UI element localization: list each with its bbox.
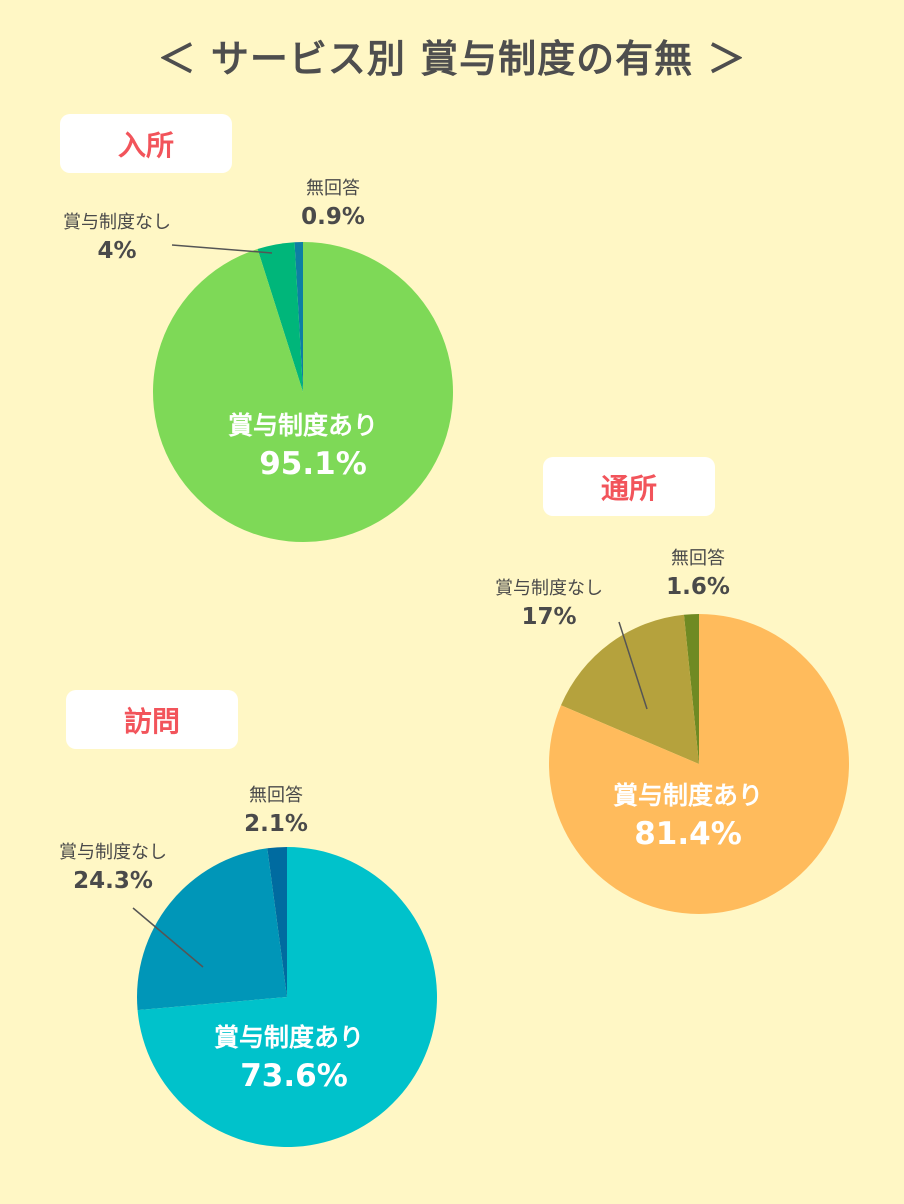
slice-na [683, 614, 699, 764]
slice-no [560, 614, 699, 764]
page-title: ＜ サービス別 賞与制度の有無 ＞ [157, 37, 747, 81]
slice-yes [152, 242, 453, 542]
label-tsusho-na: 無回答 1.6% [666, 548, 730, 600]
label-nyusho-yes: 賞与制度あり 95.1% [227, 411, 378, 483]
pie-chart-tsusho [549, 614, 849, 914]
slice-na [294, 242, 303, 392]
label-homon-yes: 賞与制度あり 73.6% [213, 1023, 364, 1095]
section-label-nyusho: 入所 [60, 114, 232, 173]
pie-chart-homon [137, 847, 437, 1147]
slice-no [137, 848, 287, 1011]
leader-line-nyusho-no [171, 244, 273, 254]
section-label-homon: 訪問 [66, 690, 238, 749]
slice-no [257, 242, 303, 392]
leader-line-tsusho-no [618, 621, 648, 710]
label-tsusho-no: 賞与制度なし 17% [495, 578, 603, 630]
slice-yes [137, 847, 437, 1147]
pie-chart-nyusho [152, 242, 453, 542]
leader-line-homon-no [132, 907, 204, 968]
label-nyusho-no: 賞与制度なし 4% [63, 212, 171, 264]
label-homon-no: 賞与制度なし 24.3% [59, 842, 167, 894]
section-label-tsusho: 通所 [543, 457, 715, 516]
slice-na [267, 847, 287, 997]
label-tsusho-yes: 賞与制度あり 81.4% [612, 781, 763, 853]
label-nyusho-na: 無回答 0.9% [301, 178, 365, 230]
slice-yes [549, 614, 849, 914]
label-homon-na: 無回答 2.1% [244, 785, 308, 837]
